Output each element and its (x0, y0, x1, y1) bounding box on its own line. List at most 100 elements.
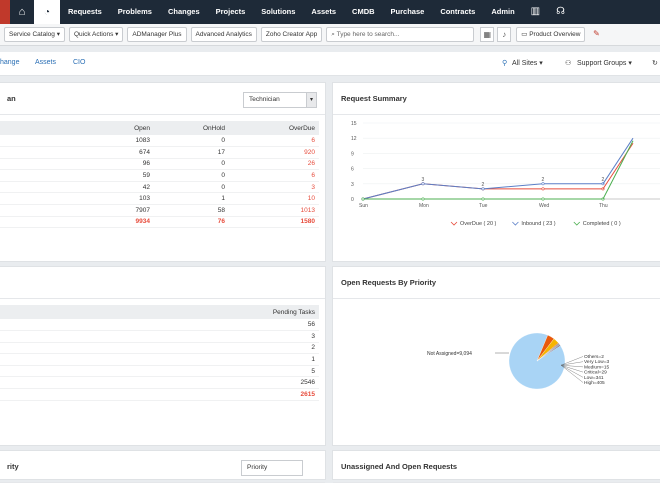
table-row[interactable]: 5 (0, 365, 319, 378)
nav-contracts[interactable]: Contracts (440, 7, 476, 16)
slice-label: Low=341 (584, 375, 604, 381)
overdue-cell[interactable]: 920 (229, 146, 319, 159)
dashboard-icon[interactable]: ◔ (34, 0, 60, 24)
nav-requests[interactable]: Requests (68, 7, 102, 16)
technician-name-cell (0, 158, 124, 171)
service-catalog-button[interactable]: Service Catalog ▾ (4, 27, 65, 42)
data-point (481, 197, 485, 201)
overdue-cell[interactable]: 6 (229, 169, 319, 182)
home-icon[interactable]: ⌂ (18, 6, 26, 18)
pending-tasks-table: Pending Tasks 56 3 2 1 5 2546 2615 (0, 305, 319, 401)
data-point (421, 182, 425, 186)
technician-panel: an Technician ▾ Open OnHold OverDue 1083… (0, 82, 326, 262)
open-cell: 9934 (124, 216, 154, 229)
support-groups-filter[interactable]: Support Groups ▾ (577, 60, 632, 67)
series-line (602, 140, 634, 200)
groups-icon: ⚇ (565, 60, 572, 67)
x-tick-label: Mon (419, 203, 429, 209)
onhold-cell: 1 (154, 192, 229, 206)
refresh-icon[interactable]: ↻ (652, 60, 658, 67)
y-tick-label: 12 (351, 136, 357, 142)
legend-marker (450, 221, 458, 226)
table-row[interactable]: 674 17 920 (0, 146, 319, 159)
technician-select[interactable]: Technician ▾ (243, 92, 317, 108)
top-nav: ⌂ ◔ Requests Problems Changes Projects S… (0, 0, 660, 24)
overdue-cell[interactable]: 6 (229, 135, 319, 148)
technician-name-cell (0, 146, 124, 159)
table-row[interactable]: 103 1 10 (0, 192, 319, 206)
x-tick-label: Wed (539, 203, 549, 209)
label-leader (560, 365, 584, 378)
overdue-cell[interactable]: 3 (229, 181, 319, 194)
advanced-analytics-button[interactable]: Advanced Analytics (190, 27, 257, 42)
support-icon[interactable]: ☊ (556, 6, 566, 17)
col-name (0, 305, 219, 319)
table-row[interactable]: 96 0 26 (0, 158, 319, 171)
table-row[interactable]: 2546 (0, 376, 319, 390)
nav-cmdb[interactable]: CMDB (352, 7, 375, 16)
data-label: 3 (422, 177, 425, 183)
x-tick-label: Sun (359, 203, 368, 209)
open-cell: 59 (124, 169, 154, 182)
table-total-row[interactable]: 2615 (0, 388, 319, 401)
nav-changes[interactable]: Changes (167, 7, 200, 16)
table-total-row[interactable]: 9934 76 1580 (0, 216, 319, 229)
onhold-cell: 17 (154, 146, 229, 159)
table-row[interactable]: 1 (0, 353, 319, 366)
technician-name-cell (0, 169, 124, 182)
onhold-cell: 0 (154, 181, 229, 194)
overdue-cell[interactable]: 10 (229, 192, 319, 206)
overdue-cell[interactable]: 1580 (229, 216, 319, 229)
nav-assets[interactable]: Assets (311, 7, 337, 16)
table-row[interactable]: 2 (0, 342, 319, 355)
admanager-button[interactable]: ADManager Plus (127, 27, 187, 42)
slice-label: Very Low=3 (584, 359, 610, 365)
table-row[interactable]: 3 (0, 330, 319, 343)
overdue-cell[interactable]: 1013 (229, 204, 319, 217)
data-point (361, 197, 365, 201)
open-cell: 96 (124, 158, 154, 171)
zoho-creator-button[interactable]: Zoho Creator App (260, 27, 323, 42)
data-point (541, 197, 545, 201)
nav-purchase[interactable]: Purchase (390, 7, 425, 16)
edit-icon[interactable]: ✎ (593, 29, 600, 38)
tab-change[interactable]: hange (0, 59, 20, 66)
table-row[interactable]: 59 0 6 (0, 169, 319, 182)
data-point (541, 182, 545, 186)
priority-panel: rity Priority (0, 450, 326, 483)
reports-icon[interactable]: ▥ (530, 6, 541, 17)
product-overview-button[interactable]: ▭ Product Overview (516, 27, 586, 42)
col-overdue: OverDue (229, 121, 319, 135)
table-row[interactable]: 42 0 3 (0, 181, 319, 194)
priority-select[interactable]: Priority (241, 460, 303, 476)
all-sites-filter[interactable]: All Sites ▾ (512, 60, 543, 67)
nav-admin[interactable]: Admin (491, 7, 515, 16)
tab-cio[interactable]: CIO (73, 59, 86, 66)
open-cell: 42 (124, 181, 154, 194)
table-row[interactable]: 56 (0, 319, 319, 332)
calendar-icon[interactable]: ▦ (480, 27, 495, 42)
table-row[interactable]: 7907 58 1013 (0, 204, 319, 217)
tab-assets[interactable]: Assets (35, 59, 57, 66)
priority-select-value: Priority (247, 464, 268, 471)
nav-problems[interactable]: Problems (117, 7, 152, 16)
search-icon: ⌕ (331, 31, 337, 38)
task-name-cell (0, 342, 219, 355)
task-name-cell (0, 353, 219, 366)
legend-entry: Inbound ( 23 ) (521, 221, 555, 227)
col-onhold: OnHold (154, 121, 229, 135)
nav-solutions[interactable]: Solutions (261, 7, 296, 16)
chevron-down-icon: ▾ (306, 93, 316, 107)
label-leader (560, 365, 584, 383)
label-leader (560, 365, 584, 373)
overdue-cell[interactable]: 26 (229, 158, 319, 171)
table-row[interactable]: 1083 0 6 (0, 135, 319, 148)
notification-bell-icon[interactable]: ♪ (497, 27, 512, 42)
search-input[interactable]: ⌕ Type here to search... (326, 27, 475, 42)
slice-label: Others=2 (584, 354, 604, 360)
location-pin-icon: ⚲ (502, 60, 508, 67)
pie-slice (536, 344, 561, 362)
nav-projects[interactable]: Projects (215, 7, 246, 16)
label-leader (560, 361, 584, 366)
quick-actions-button[interactable]: Quick Actions ▾ (68, 27, 124, 42)
